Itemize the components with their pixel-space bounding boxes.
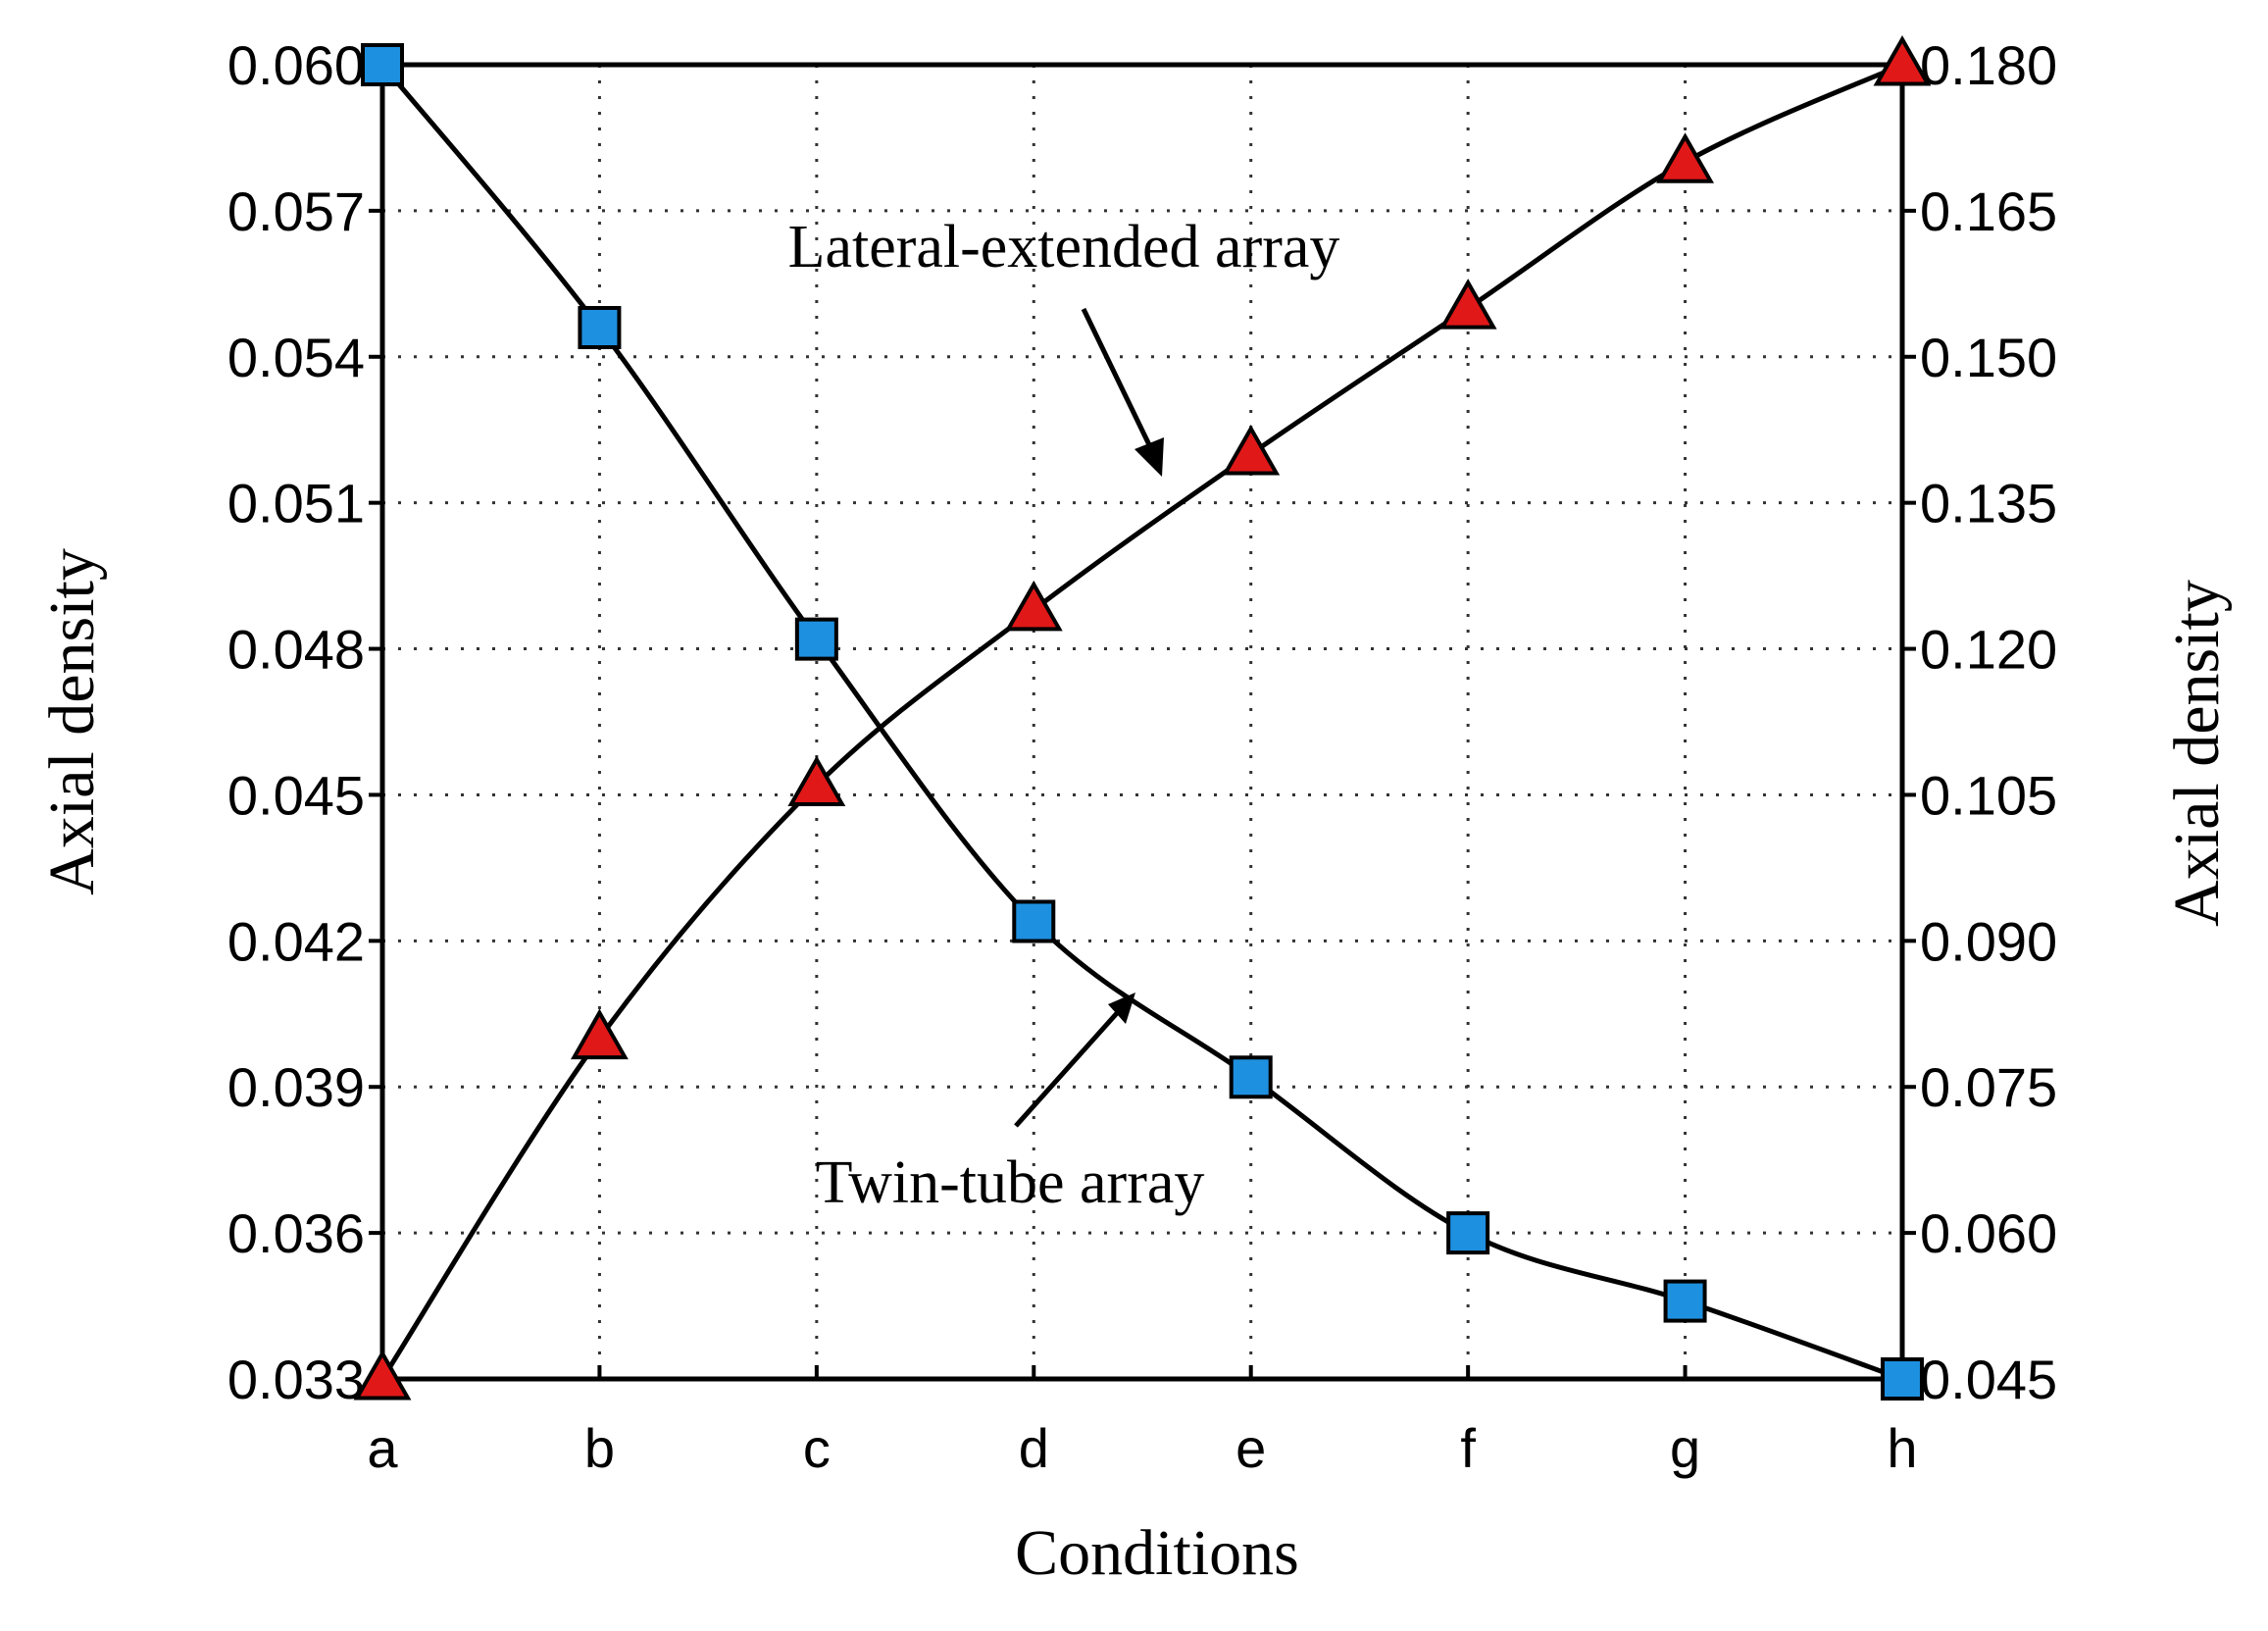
y-tick-label-right: 0.120 — [1920, 619, 2057, 681]
y-tick-label-left: 0.033 — [227, 1349, 365, 1410]
marker-square-twin-tube-array — [1229, 1055, 1273, 1099]
marker-square-twin-tube-array — [1012, 899, 1056, 943]
marker-triangle-lateral-extended-array — [1873, 34, 1932, 86]
arrowhead-twin-tube-array — [1108, 993, 1135, 1024]
y-tick-label-left: 0.057 — [227, 180, 365, 242]
axis-ticks: a b c d e f g h 0.033 0.045 0.036 0.060 0.039 0.075 0.… — [227, 34, 2057, 1479]
marker-triangle-lateral-extended-array — [1438, 279, 1497, 330]
marker-triangle-lateral-extended-array — [787, 755, 846, 807]
y-tick-label-right: 0.105 — [1920, 764, 2057, 826]
y-tick-label-left: 0.036 — [227, 1202, 365, 1264]
marker-square-twin-tube-array — [1663, 1279, 1707, 1323]
x-tick-label: d — [1019, 1417, 1049, 1479]
y-axis-title-right: Axial density — [2161, 580, 2233, 927]
x-tick-label: f — [1460, 1417, 1476, 1479]
y-tick-label-left: 0.039 — [227, 1056, 365, 1118]
marker-square-twin-tube-array — [1446, 1211, 1490, 1255]
marker-square-twin-tube-array — [361, 43, 404, 86]
y-tick-label-right: 0.060 — [1920, 1202, 2057, 1264]
series-markers — [353, 34, 1932, 1401]
marker-square-twin-tube-array — [794, 617, 838, 661]
y-tick-label-right: 0.075 — [1920, 1056, 2057, 1118]
plot-frame — [379, 62, 1905, 1382]
grid — [382, 65, 1902, 1379]
y-tick-label-right: 0.150 — [1920, 327, 2057, 388]
y-tick-label-right: 0.180 — [1920, 34, 2057, 96]
y-tick-label-left: 0.045 — [227, 764, 365, 826]
annotation-twin-tube-array: Twin-tube array — [816, 1149, 1205, 1216]
y-tick-label-right: 0.165 — [1920, 180, 2057, 242]
y-tick-label-right: 0.135 — [1920, 473, 2057, 535]
y-tick-label-left: 0.048 — [227, 619, 365, 681]
x-tick-label: c — [803, 1417, 831, 1479]
y-axis-title-left: Axial density — [36, 548, 108, 895]
x-tick-label: g — [1670, 1417, 1700, 1479]
x-tick-label: h — [1887, 1417, 1917, 1479]
y-tick-label-left: 0.042 — [227, 910, 365, 972]
arrow-twin-tube-array — [1014, 1010, 1120, 1128]
marker-triangle-lateral-extended-array — [570, 1008, 629, 1060]
marker-square-twin-tube-array — [1881, 1357, 1924, 1401]
y-tick-label-left: 0.060 — [227, 34, 365, 96]
x-axis-title: Conditions — [1015, 1517, 1299, 1589]
x-tick-label: b — [584, 1417, 615, 1479]
y-tick-label-left: 0.051 — [227, 473, 365, 535]
annotation-lateral-extended-array: Lateral-extended array — [788, 214, 1340, 280]
x-tick-label: a — [367, 1417, 398, 1479]
marker-square-twin-tube-array — [578, 306, 622, 349]
marker-triangle-lateral-extended-array — [1222, 425, 1281, 476]
y-tick-label-right: 0.045 — [1920, 1349, 2057, 1410]
marker-triangle-lateral-extended-array — [1004, 580, 1063, 632]
y-tick-label-right: 0.090 — [1920, 910, 2057, 972]
marker-triangle-lateral-extended-array — [1656, 132, 1715, 183]
marker-triangle-lateral-extended-array — [353, 1349, 412, 1401]
x-tick-label: e — [1235, 1417, 1266, 1479]
arrowhead-lateral-extended-array — [1134, 437, 1164, 477]
y-tick-label-left: 0.054 — [227, 327, 365, 388]
arrow-lateral-extended-array — [1081, 307, 1158, 459]
